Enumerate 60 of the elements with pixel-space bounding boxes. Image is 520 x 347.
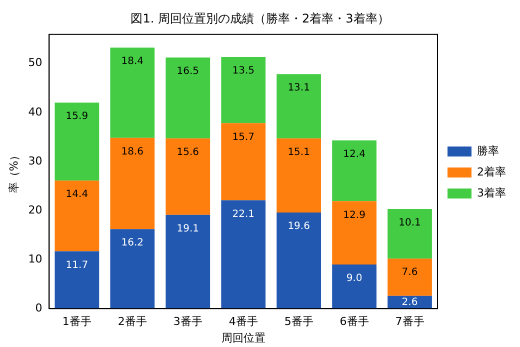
legend-label: 3着率 <box>477 186 506 200</box>
data-label: 15.1 <box>288 146 310 158</box>
x-tick-label: 5番手 <box>284 315 314 328</box>
data-label: 16.2 <box>121 238 144 249</box>
y-axis-title: 率（%） <box>7 150 20 194</box>
data-label: 2.6 <box>402 296 418 308</box>
data-label: 22.1 <box>232 208 254 220</box>
data-label: 19.6 <box>288 221 310 232</box>
bar <box>221 123 266 200</box>
bar <box>388 209 432 259</box>
bar <box>276 138 322 212</box>
bar <box>276 74 322 138</box>
data-label: 13.5 <box>232 66 254 77</box>
bar <box>166 138 210 215</box>
y-tick-label: 40 <box>28 105 42 118</box>
bar <box>110 229 155 309</box>
data-label: 14.4 <box>66 189 88 200</box>
x-tick-label: 1番手 <box>62 315 92 328</box>
legend-label: 2着率 <box>477 165 506 178</box>
bar <box>54 180 100 252</box>
chart-title: 図1. 周回位置別の成績（勝率・2着率・3着率） <box>130 11 390 26</box>
data-label: 15.9 <box>66 111 88 122</box>
data-label: 12.4 <box>343 148 366 160</box>
bar <box>221 200 266 309</box>
bar <box>332 264 376 309</box>
data-label: 16.5 <box>176 66 200 78</box>
y-tick-label: 10 <box>28 252 42 266</box>
bar <box>166 57 210 138</box>
y-tick-label: 30 <box>28 154 42 168</box>
bar <box>110 138 155 230</box>
bar <box>110 48 155 138</box>
bar <box>388 258 432 296</box>
x-tick-label: 3番手 <box>173 315 202 328</box>
data-label: 13.1 <box>288 82 310 94</box>
bar <box>276 212 322 309</box>
data-label: 10.1 <box>398 218 421 229</box>
data-label: 9.0 <box>346 273 362 284</box>
data-label: 19.1 <box>176 224 200 235</box>
bar <box>332 201 376 264</box>
bar <box>332 140 376 202</box>
data-label: 15.7 <box>232 132 254 143</box>
y-tick-label: 0 <box>35 301 42 314</box>
data-label: 18.4 <box>121 56 144 68</box>
x-axis-title: 周回位置 <box>221 331 266 344</box>
data-label: 11.7 <box>66 260 88 271</box>
bar <box>221 56 266 124</box>
bar <box>54 251 100 309</box>
x-tick-label: 7番手 <box>395 315 424 328</box>
legend-label: 勝率 <box>477 144 499 158</box>
data-label: 15.6 <box>176 146 200 158</box>
bar <box>54 102 100 181</box>
data-label: 12.9 <box>343 210 366 221</box>
x-tick-label: 6番手 <box>340 315 369 328</box>
y-tick-label: 50 <box>28 56 42 70</box>
data-label: 18.6 <box>121 146 144 158</box>
y-tick-label: 20 <box>28 203 42 216</box>
x-tick-label: 2番手 <box>118 315 147 328</box>
bar <box>166 214 210 309</box>
x-tick-label: 4番手 <box>228 315 258 328</box>
data-label: 7.6 <box>402 267 418 278</box>
